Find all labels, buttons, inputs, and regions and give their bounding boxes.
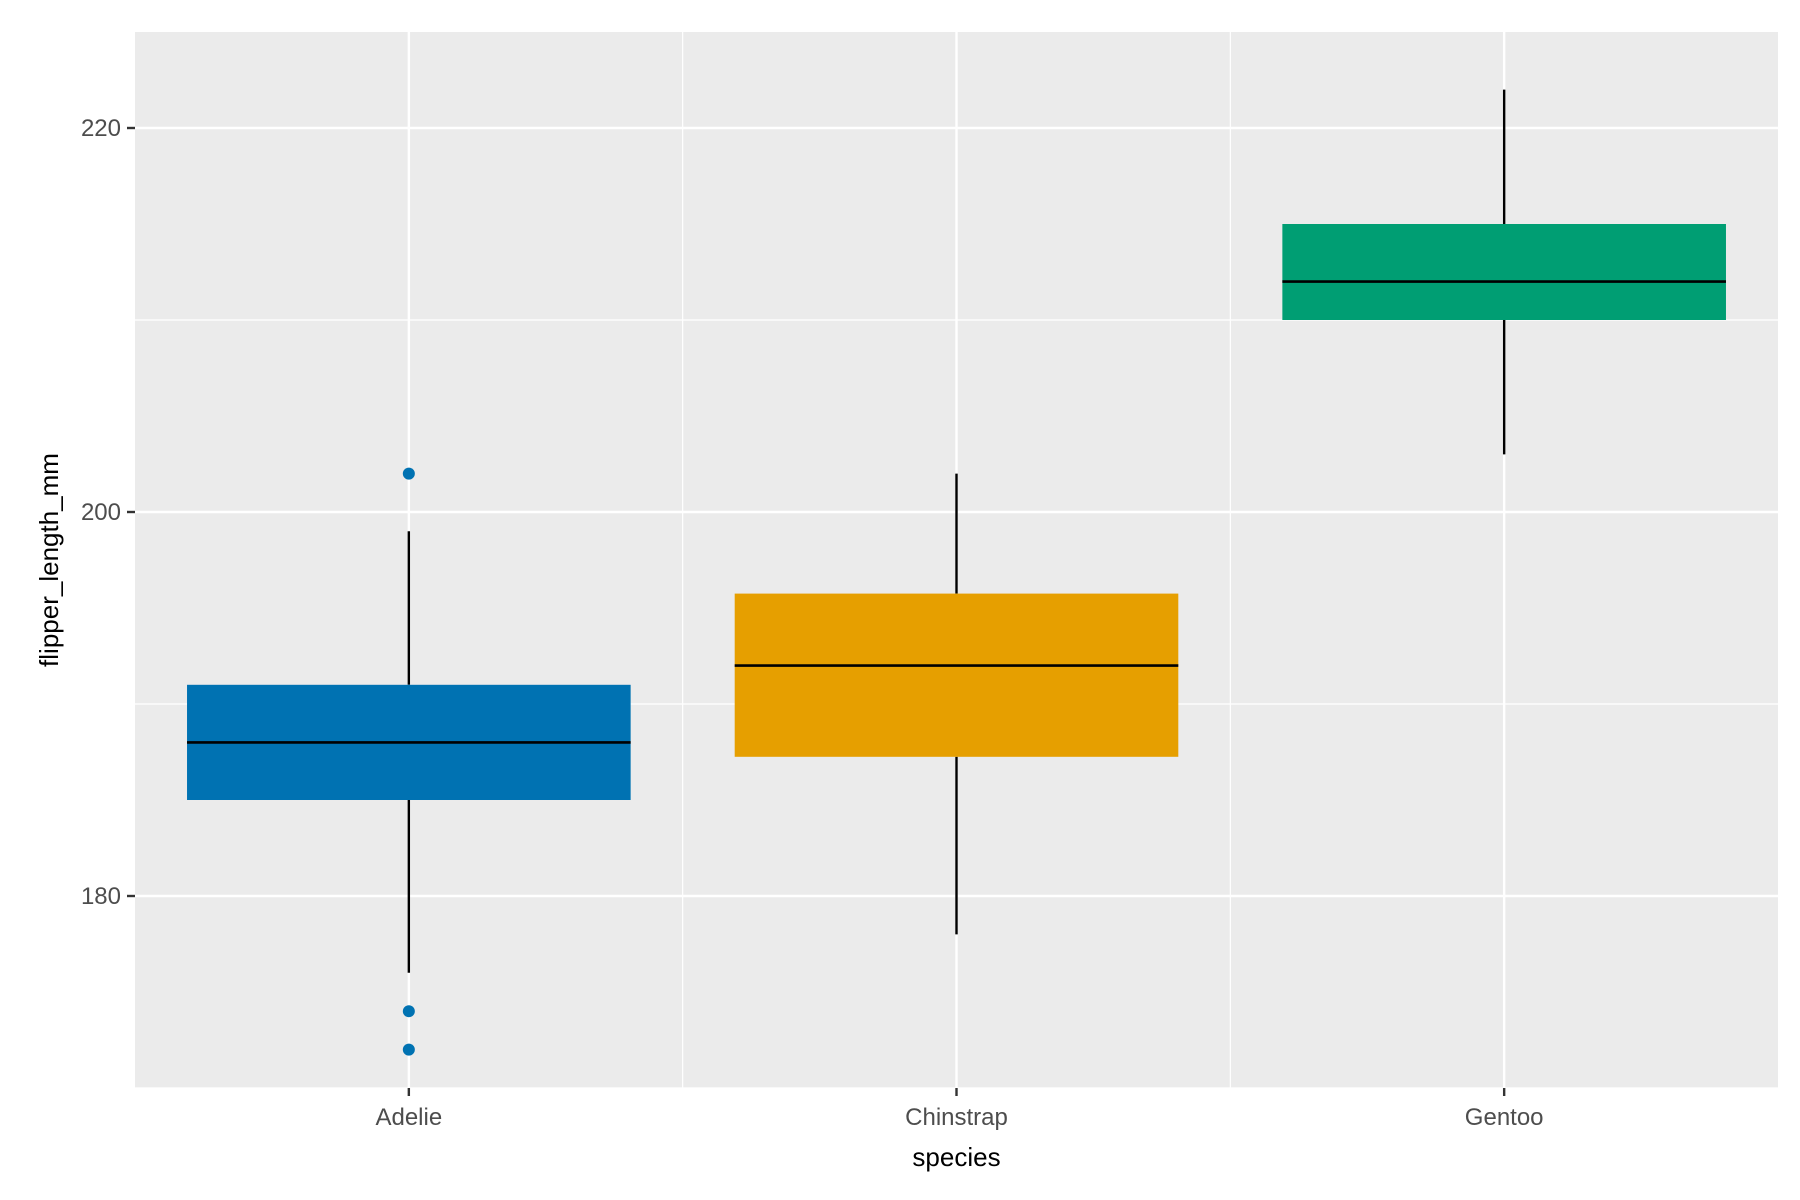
y-tick-label: 220 (81, 115, 121, 142)
x-tick-label: Gentoo (1465, 1104, 1544, 1131)
box-series (187, 89, 1726, 1056)
y-axis-title: flipper_length_mm (34, 453, 64, 667)
y-axis: 180 200 220 (81, 115, 135, 910)
x-axis-title: species (912, 1142, 1000, 1172)
x-axis: Adelie Chinstrap Gentoo (375, 1088, 1544, 1131)
iqr-box-gentoo (1282, 224, 1726, 320)
x-tick-label: Chinstrap (905, 1104, 1008, 1131)
y-tick-label: 200 (81, 499, 121, 526)
x-tick-label: Adelie (375, 1104, 442, 1131)
box-chinstrap (734, 473, 1179, 935)
iqr-box-chinstrap (734, 593, 1179, 757)
outlier-point-adelie (402, 1043, 415, 1056)
box-gentoo (1282, 89, 1726, 455)
outlier-point-adelie (402, 467, 415, 480)
box-adelie (187, 467, 631, 1056)
outlier-point-adelie (402, 1005, 415, 1018)
y-tick-label: 180 (81, 883, 121, 910)
